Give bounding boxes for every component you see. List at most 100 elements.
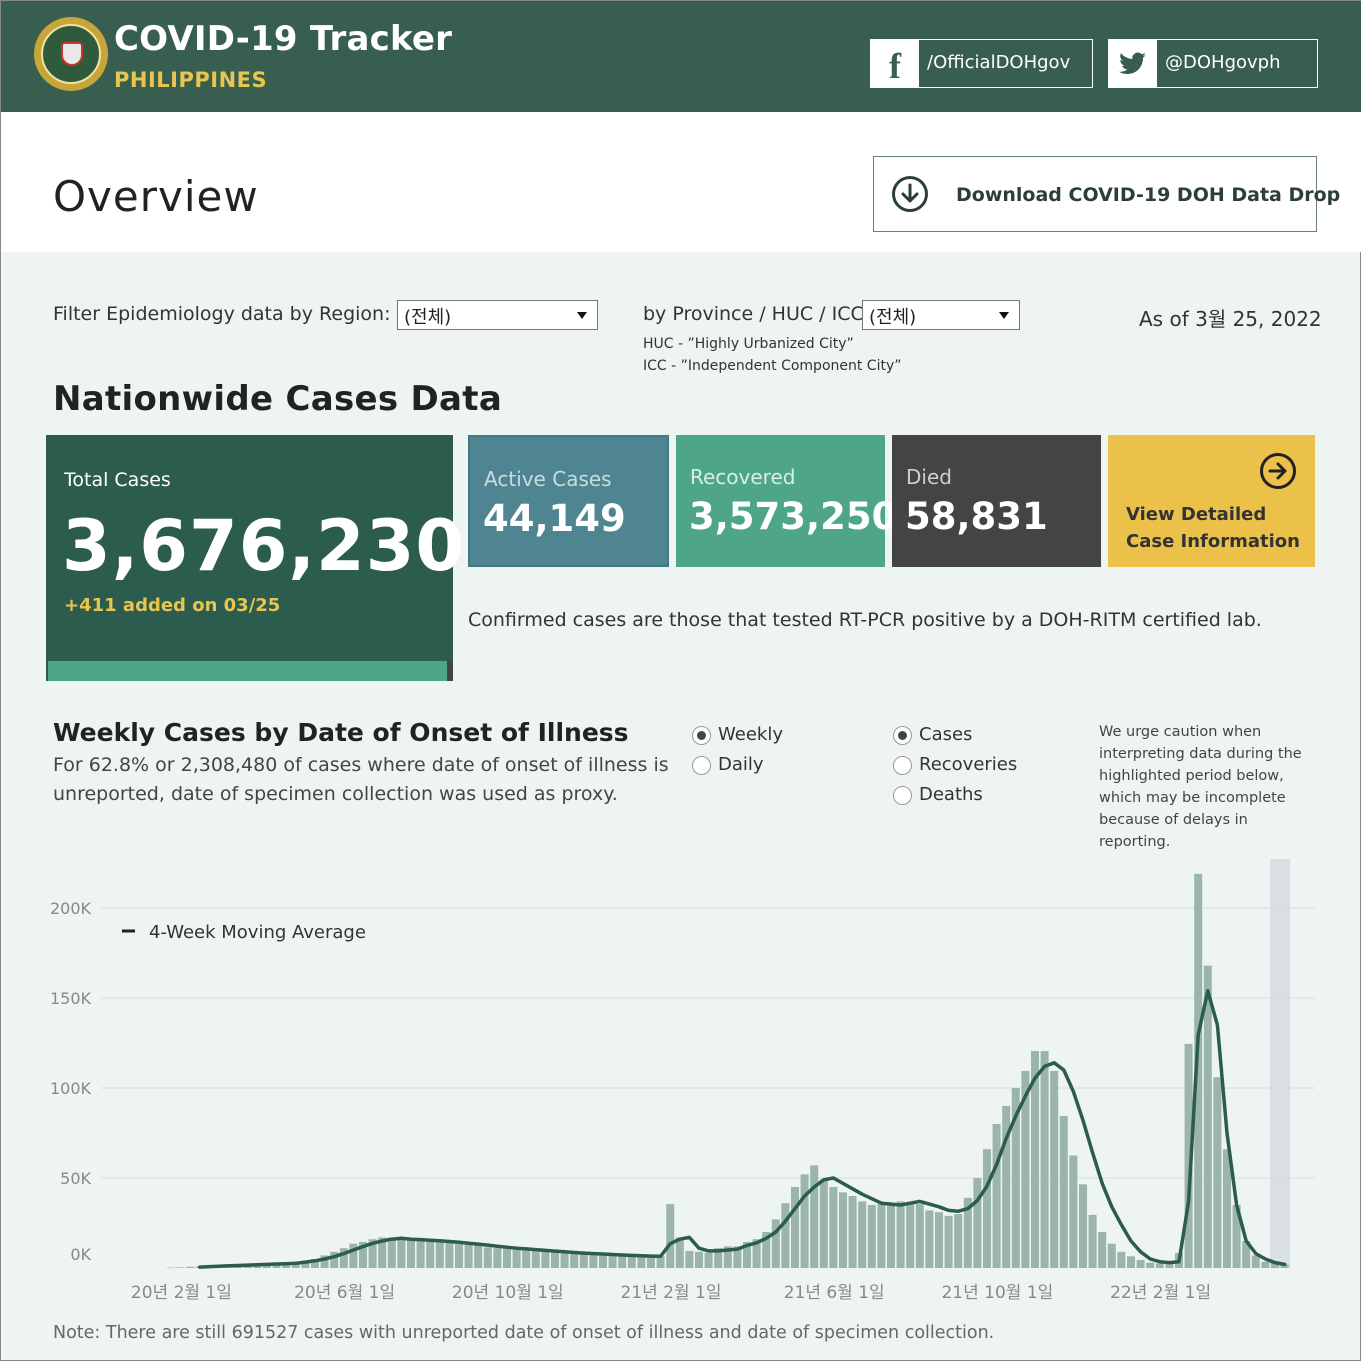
province-select[interactable]: (전체) <box>862 300 1020 330</box>
bar <box>723 1246 732 1268</box>
radio-weekly-label: Weekly <box>718 724 783 745</box>
bar <box>1059 1115 1068 1268</box>
total-cases-bar <box>48 661 447 681</box>
view-detailed-label: View Detailed Case Information <box>1126 504 1300 552</box>
region-filter-label: Filter Epidemiology data by Region: <box>53 303 391 325</box>
download-data-drop-button[interactable]: Download COVID-19 DOH Data Drop <box>873 156 1340 232</box>
bar <box>1232 1205 1241 1268</box>
bar <box>1107 1243 1116 1268</box>
bar <box>368 1239 377 1268</box>
bar <box>493 1248 502 1268</box>
chart-subtitle: For 62.8% or 2,308,480 of cases where da… <box>53 754 669 805</box>
weekly-cases-chart: 0K 50K 100K 150K 200K 20년 2월 1일 20년 6월 1일 20년 1… <box>50 859 1315 1303</box>
bar <box>387 1237 396 1268</box>
x-tick-label: 20년 2월 1일 <box>131 1283 232 1303</box>
bar <box>1040 1051 1049 1268</box>
bar <box>474 1245 483 1268</box>
bar <box>963 1197 972 1268</box>
x-tick-label: 21년 2월 1일 <box>621 1283 722 1303</box>
nationwide-title: Nationwide Cases Data <box>53 379 503 419</box>
bar <box>675 1237 684 1268</box>
y-tick-label: 200K <box>50 899 92 918</box>
bar <box>320 1255 329 1268</box>
bar <box>1050 1070 1059 1268</box>
bar <box>301 1260 310 1268</box>
caution-note: We urge caution when interpreting data d… <box>1099 724 1302 850</box>
twitter-icon <box>1109 40 1157 87</box>
bar <box>407 1240 415 1268</box>
bar <box>973 1178 982 1268</box>
legend-label: 4-Week Moving Average <box>149 922 366 943</box>
bar <box>531 1251 540 1268</box>
total-cases-card: Total Cases 3,676,230 +411 added on 03/2… <box>46 435 464 681</box>
page-title: Overview <box>53 172 259 221</box>
bar <box>858 1201 867 1268</box>
twitter-handle: @DOHgovph <box>1165 52 1281 73</box>
bar <box>647 1256 655 1268</box>
recovered-value: 3,573,250 <box>689 495 898 538</box>
bar <box>522 1250 531 1268</box>
x-tick-label: 22년 2월 1일 <box>1110 1283 1211 1303</box>
x-tick-label: 20년 6월 1일 <box>294 1283 395 1303</box>
bar <box>618 1255 627 1268</box>
radio-dot <box>893 786 912 805</box>
radio-dot <box>692 756 711 775</box>
bar <box>685 1250 694 1268</box>
bar <box>579 1254 588 1268</box>
x-tick-label: 21년 6월 1일 <box>784 1283 885 1303</box>
bar <box>1165 1263 1174 1268</box>
download-circle-icon <box>892 176 928 212</box>
region-select[interactable]: (전체) <box>397 300 598 330</box>
active-cases-card[interactable]: Active Cases 44,149 <box>468 435 669 567</box>
bar <box>762 1232 771 1268</box>
total-cases-added: +411 added on 03/25 <box>64 595 281 616</box>
facebook-link[interactable]: f /OfficialDOHgov <box>870 39 1093 88</box>
bar <box>954 1214 963 1268</box>
bar <box>695 1251 703 1268</box>
bar <box>378 1237 387 1268</box>
bar <box>560 1253 569 1268</box>
bar <box>483 1247 492 1268</box>
bar <box>1117 1251 1126 1268</box>
bar <box>781 1203 790 1268</box>
bar <box>455 1243 463 1268</box>
twitter-link[interactable]: @DOHgovph <box>1108 39 1318 88</box>
bar <box>570 1253 579 1268</box>
facebook-icon: f <box>871 40 919 87</box>
moving-average-line <box>198 989 1287 1269</box>
highlight-period <box>1270 859 1291 1268</box>
huc-note: HUC - ”Highly Urbanized City” <box>643 336 854 352</box>
bar <box>1002 1106 1011 1268</box>
app-subtitle: PHILIPPINES <box>114 68 268 92</box>
recovered-card[interactable]: Recovered 3,573,250 <box>676 435 897 567</box>
bar <box>915 1204 924 1268</box>
died-card[interactable]: Died 58,831 <box>892 435 1101 567</box>
bar <box>925 1210 934 1268</box>
icc-note: ICC - ”Independent Component City” <box>643 358 902 374</box>
view-detailed-case-button[interactable]: View Detailed Case Information <box>1108 435 1315 567</box>
region-select-value: (전체) <box>404 307 452 328</box>
bar <box>1280 1264 1289 1268</box>
bar <box>1079 1184 1087 1268</box>
radio-dot <box>893 756 912 775</box>
app-header: COVID-19 Tracker PHILIPPINES f /Official… <box>1 1 1361 112</box>
province-filter-label: by Province / HUC / ICC: <box>643 303 871 325</box>
bar <box>1127 1256 1135 1268</box>
bar <box>291 1262 300 1268</box>
bar <box>714 1248 723 1268</box>
died-label: Died <box>906 465 952 489</box>
bar <box>339 1248 348 1268</box>
x-tick-label: 21년 10월 1일 <box>941 1283 1053 1303</box>
bar <box>896 1201 905 1268</box>
y-tick-label: 0K <box>70 1245 91 1264</box>
confirmed-note: Confirmed cases are those that tested RT… <box>468 609 1262 631</box>
bar <box>1069 1155 1078 1268</box>
bar <box>1011 1088 1020 1268</box>
bar <box>176 1267 185 1268</box>
bar <box>167 1267 175 1269</box>
bar <box>589 1254 598 1268</box>
bar <box>330 1251 339 1268</box>
radio-dot <box>893 726 912 745</box>
bar <box>1088 1214 1097 1268</box>
bar <box>1251 1255 1260 1268</box>
